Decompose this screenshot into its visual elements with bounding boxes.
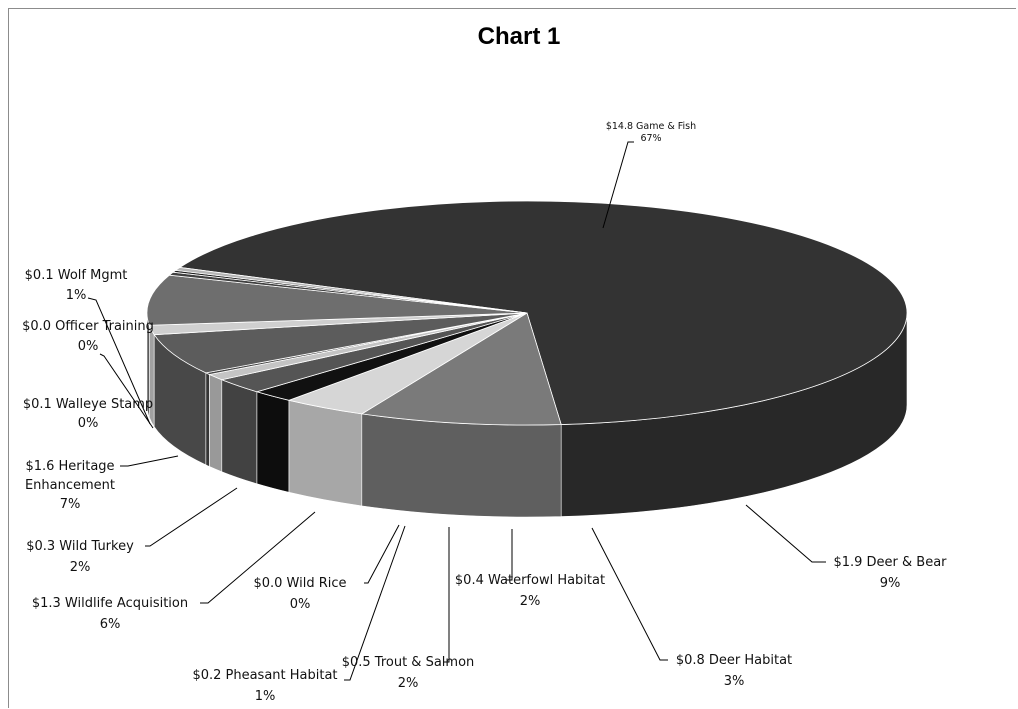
label-heritage-line2: Enhancement bbox=[25, 478, 115, 493]
leader-walleye bbox=[99, 353, 154, 429]
pie-side-pheasant-habitat bbox=[209, 374, 223, 473]
label-walleye-line1: $0.1 Walleye Stamp bbox=[23, 397, 153, 412]
pie-slices-group bbox=[146, 200, 908, 518]
pie-slice-heritage-enhancement bbox=[146, 274, 528, 326]
pie-slice-deer-bear bbox=[360, 312, 562, 426]
pie-side-deer-habitat bbox=[288, 399, 363, 507]
label-deer-bear-line1: $1.9 Deer & Bear bbox=[833, 555, 947, 570]
label-game-fish-line2: 67% bbox=[640, 133, 661, 144]
label-wildlife-acq-line1: $1.3 Wildlife Acquisition bbox=[32, 596, 188, 611]
label-walleye-line2: 0% bbox=[78, 416, 99, 431]
data-label-trout: $0.5 Trout & Salmon 2% bbox=[342, 655, 475, 691]
label-wild-rice-line2: 0% bbox=[290, 597, 311, 612]
label-game-fish-line1: $14.8 Game & Fish bbox=[606, 121, 696, 132]
pie-side-wild-rice bbox=[205, 372, 210, 467]
leader-wild-rice bbox=[364, 524, 400, 584]
leader-deer-habitat bbox=[591, 527, 668, 661]
chart-title: Chart 1 bbox=[478, 23, 561, 50]
label-waterfowl-line1: $0.4 Waterfowl Habitat bbox=[455, 573, 605, 588]
leader-officer bbox=[87, 297, 151, 425]
label-wild-rice-line1: $0.0 Wild Rice bbox=[253, 576, 346, 591]
label-officer-line2: 0% bbox=[78, 339, 99, 354]
label-wolf-line1: $0.1 Wolf Mgmt bbox=[25, 268, 128, 283]
pie-side-trout-salmon bbox=[221, 379, 258, 485]
pie-side-deer-bear bbox=[361, 413, 562, 518]
label-pheasant-line1: $0.2 Pheasant Habitat bbox=[192, 668, 337, 683]
label-deer-habitat-line2: 3% bbox=[724, 674, 745, 689]
label-heritage-line3: 7% bbox=[60, 497, 81, 512]
label-deer-habitat-line1: $0.8 Deer Habitat bbox=[676, 653, 792, 668]
leader-deer-bear bbox=[745, 504, 826, 563]
data-label-walleye: $0.1 Walleye Stamp 0% bbox=[23, 397, 153, 431]
leader-pheasant bbox=[344, 525, 406, 681]
label-pheasant-line2: 1% bbox=[255, 689, 276, 704]
pie-side-waterfowl-habitat bbox=[256, 391, 290, 493]
label-wild-turkey-line2: 2% bbox=[70, 560, 91, 575]
label-trout-line1: $0.5 Trout & Salmon bbox=[342, 655, 475, 670]
pie-slice-game-fish bbox=[178, 200, 908, 425]
leader-trout bbox=[444, 527, 450, 663]
data-label-waterfowl: $0.4 Waterfowl Habitat 2% bbox=[455, 573, 605, 609]
label-wild-turkey-line1: $0.3 Wild Turkey bbox=[26, 539, 134, 554]
leader-heritage bbox=[120, 455, 179, 467]
data-label-pheasant: $0.2 Pheasant Habitat 1% bbox=[192, 668, 337, 704]
leader-wild-turkey bbox=[145, 487, 238, 547]
data-label-deer-bear: $1.9 Deer & Bear 9% bbox=[833, 555, 947, 591]
leader-waterfowl bbox=[506, 529, 513, 581]
label-heritage-line1: $1.6 Heritage bbox=[25, 459, 114, 474]
data-label-heritage: $1.6 Heritage Enhancement 7% bbox=[25, 459, 115, 512]
pie-slice-wolf-mgmt bbox=[174, 267, 528, 314]
data-label-wildlife-acq: $1.3 Wildlife Acquisition 6% bbox=[32, 596, 188, 632]
leader-wildlife-acq bbox=[200, 511, 316, 604]
data-label-game-fish: $14.8 Game & Fish 67% bbox=[606, 121, 696, 144]
label-waterfowl-line2: 2% bbox=[520, 594, 541, 609]
leader-lines-group bbox=[87, 141, 826, 681]
label-deer-bear-line2: 9% bbox=[880, 576, 901, 591]
label-officer-line1: $0.0 Officer Training bbox=[22, 319, 154, 334]
leader-game-fish bbox=[602, 141, 634, 229]
label-wildlife-acq-line2: 6% bbox=[100, 617, 121, 632]
data-label-wolf: $0.1 Wolf Mgmt 1% bbox=[25, 268, 128, 303]
data-label-deer-habitat: $0.8 Deer Habitat 3% bbox=[676, 653, 792, 689]
label-trout-line2: 2% bbox=[398, 676, 419, 691]
data-label-wild-rice: $0.0 Wild Rice 0% bbox=[253, 576, 346, 612]
data-label-officer: $0.0 Officer Training 0% bbox=[22, 319, 154, 354]
pie-slice-wildlife-acquisition bbox=[153, 312, 528, 374]
label-wolf-line2: 1% bbox=[66, 288, 87, 303]
data-label-wild-turkey: $0.3 Wild Turkey 2% bbox=[26, 539, 134, 575]
chart-frame bbox=[8, 8, 1016, 708]
